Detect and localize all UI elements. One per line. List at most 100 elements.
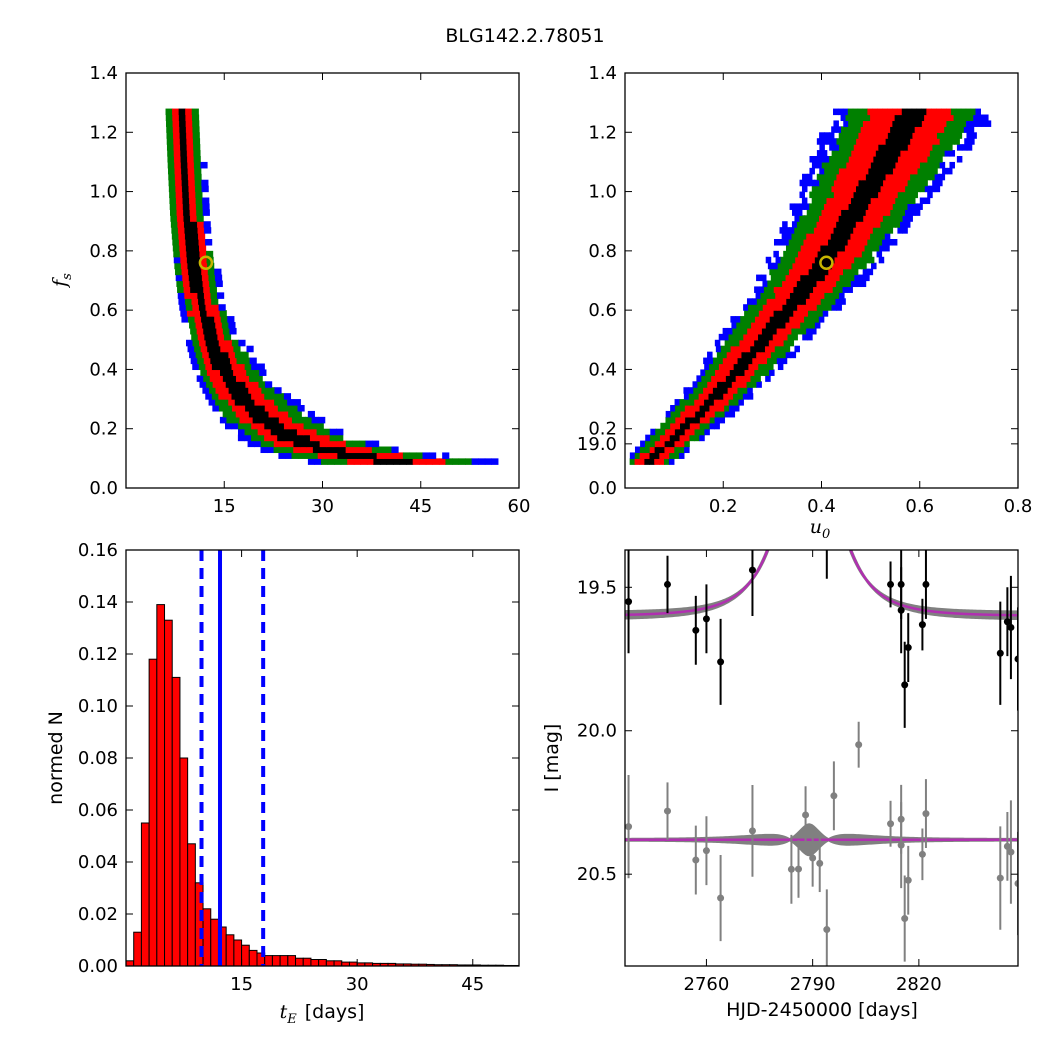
heatmap-cell [956,120,962,127]
heatmap-cell [649,452,656,459]
heatmap-cell [733,333,739,341]
heatmap-cell [841,150,847,157]
heatmap-cell [846,185,852,193]
residual-point [823,926,831,934]
heatmap-cell [860,233,866,240]
heatmap-cell [270,434,278,442]
heatmap-cell [872,120,879,127]
heatmap-cell [741,351,747,359]
heatmap-cell [784,316,790,323]
heatmap-cell [731,322,737,329]
heatmap-cell [307,410,315,418]
heatmap-cell [703,387,709,394]
hist-bar [171,676,181,967]
hist-bar [295,957,304,967]
heatmap-cell [834,274,841,282]
heatmap-cell [192,339,200,347]
heatmap-cell [305,416,313,424]
heatmap-cell [862,120,869,127]
heatmap-cell [727,357,734,365]
heatmap-cell [776,298,782,305]
heatmap-cell [248,410,257,418]
heatmap-cell [966,132,972,139]
heatmap-cell [900,138,906,145]
heatmap-cell [811,161,818,169]
heatmap-cell [846,197,852,205]
heatmap-cell [894,114,901,122]
hist-bar [241,944,250,967]
heatmap-cell [853,203,859,210]
heatmap-cell [634,458,641,465]
heatmap-cell [800,256,806,264]
heatmap-cell [769,345,776,353]
heatmap-cell [801,185,808,193]
heatmap-cell [812,250,819,258]
residual-point [830,792,838,800]
heatmap-cell [890,197,896,205]
heatmap-cell [861,250,868,258]
heatmap-cell [665,422,671,430]
heatmap-cell [838,227,844,234]
heatmap-cell [316,428,324,436]
y-tick-label: 0.10 [78,696,118,717]
heatmap-cell [185,239,193,246]
heatmap-cell [864,274,870,282]
heatmap-cell [880,185,887,193]
heatmap-cell [678,452,685,459]
heatmap-cell [184,227,192,234]
residual-point [748,827,756,835]
heatmap-cell [829,292,835,299]
heatmap-cell [823,268,829,276]
heatmap-cell [798,239,805,246]
heatmap-cell [926,120,933,127]
heatmap-cell [916,108,923,116]
heatmap-cell [836,138,843,145]
heatmap-cell [772,333,779,341]
heatmap-cell [860,185,867,193]
heatmap-cell [870,114,876,122]
heatmap-cell [887,215,894,222]
heatmap-cell [762,333,769,341]
hist-bar [287,955,297,967]
heatmap-cell [929,161,936,169]
heatmap-cell [174,161,182,169]
heatmap-cell [639,446,646,454]
heatmap-cell [188,268,196,276]
heatmap-cell [816,280,823,288]
heatmap-cell [922,144,929,151]
heatmap-cell [219,381,227,388]
heatmap-cell [669,434,676,442]
heatmap-cell [831,126,837,133]
heatmap-cell [805,274,811,282]
heatmap-cell [756,351,762,359]
heatmap-cell [251,428,259,436]
heatmap-cell [728,399,735,406]
heatmap-cell [856,173,862,181]
heatmap-cell [310,422,318,430]
heatmap-cell [787,333,794,341]
heatmap-cell [751,351,757,359]
heatmap-cell [849,256,855,264]
heatmap-cell [713,393,719,400]
heatmap-cell [912,203,918,210]
heatmap-cell [949,150,956,157]
heatmap-cell [867,268,874,276]
heatmap-cell [779,316,786,323]
heatmap-cell [885,150,892,157]
heatmap-cell [774,268,780,276]
heatmap-cell [857,108,864,116]
residual-point [887,820,895,828]
heatmap-cell [823,203,830,210]
heatmap-cell [811,280,818,288]
heatmap-cell [182,203,190,210]
heatmap-cell [877,239,883,246]
heatmap-cell [293,446,301,454]
heatmap-cell [912,167,919,175]
heatmap-cell [761,351,767,359]
heatmap-cell [186,250,194,258]
heatmap-cell [757,327,763,335]
heatmap-cell [709,405,715,412]
hist-bar [233,939,243,967]
heatmap-cell [821,173,828,181]
y-tick-label: 0.6 [588,300,617,321]
